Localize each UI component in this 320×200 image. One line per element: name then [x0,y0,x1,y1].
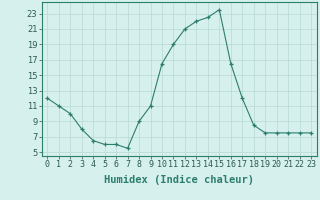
X-axis label: Humidex (Indice chaleur): Humidex (Indice chaleur) [104,175,254,185]
